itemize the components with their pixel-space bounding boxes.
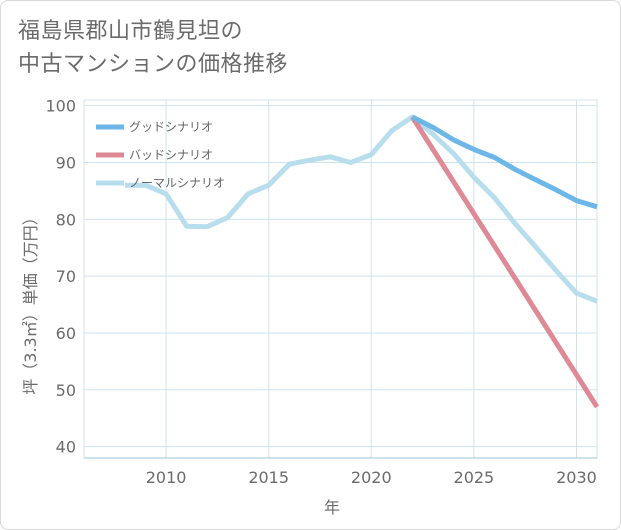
series-line-0	[411, 114, 598, 210]
y-tick-label: 70	[56, 267, 76, 286]
y-tick-label: 50	[56, 381, 76, 400]
x-tick-label: 2010	[146, 468, 187, 487]
y-axis-title: 坪（3.3㎡）単価（万円）	[21, 209, 40, 394]
x-axis-title: 年	[324, 498, 340, 517]
x-tick-label: 2015	[248, 468, 289, 487]
axes: 40 50 60 70 80 90 100 2010 2015 2020 2025 2030	[45, 97, 597, 487]
chart-title: 福島県郡山市鶴見坦の 中古マンションの価格推移	[18, 15, 288, 81]
y-tick-label: 80	[56, 210, 76, 229]
y-tick-label: 40	[56, 438, 76, 457]
x-tick-label: 2025	[454, 468, 495, 487]
legend-label: ノーマルシナリオ	[129, 176, 225, 190]
x-tick-label: 2020	[351, 468, 392, 487]
legend-label: バッドシナリオ	[129, 148, 213, 162]
series-line-2	[125, 114, 598, 304]
title-line-1: 福島県郡山市鶴見坦の	[18, 19, 244, 44]
title-line-2: 中古マンションの価格推移	[18, 52, 289, 77]
y-tick-label: 60	[56, 324, 76, 343]
series-lines	[125, 114, 600, 409]
y-tick-label: 90	[56, 154, 76, 173]
y-tick-label: 100	[45, 97, 76, 116]
x-tick-label: 2030	[556, 468, 597, 487]
legend-label: グッドシナリオ	[129, 120, 213, 134]
series-line-1	[410, 115, 600, 409]
